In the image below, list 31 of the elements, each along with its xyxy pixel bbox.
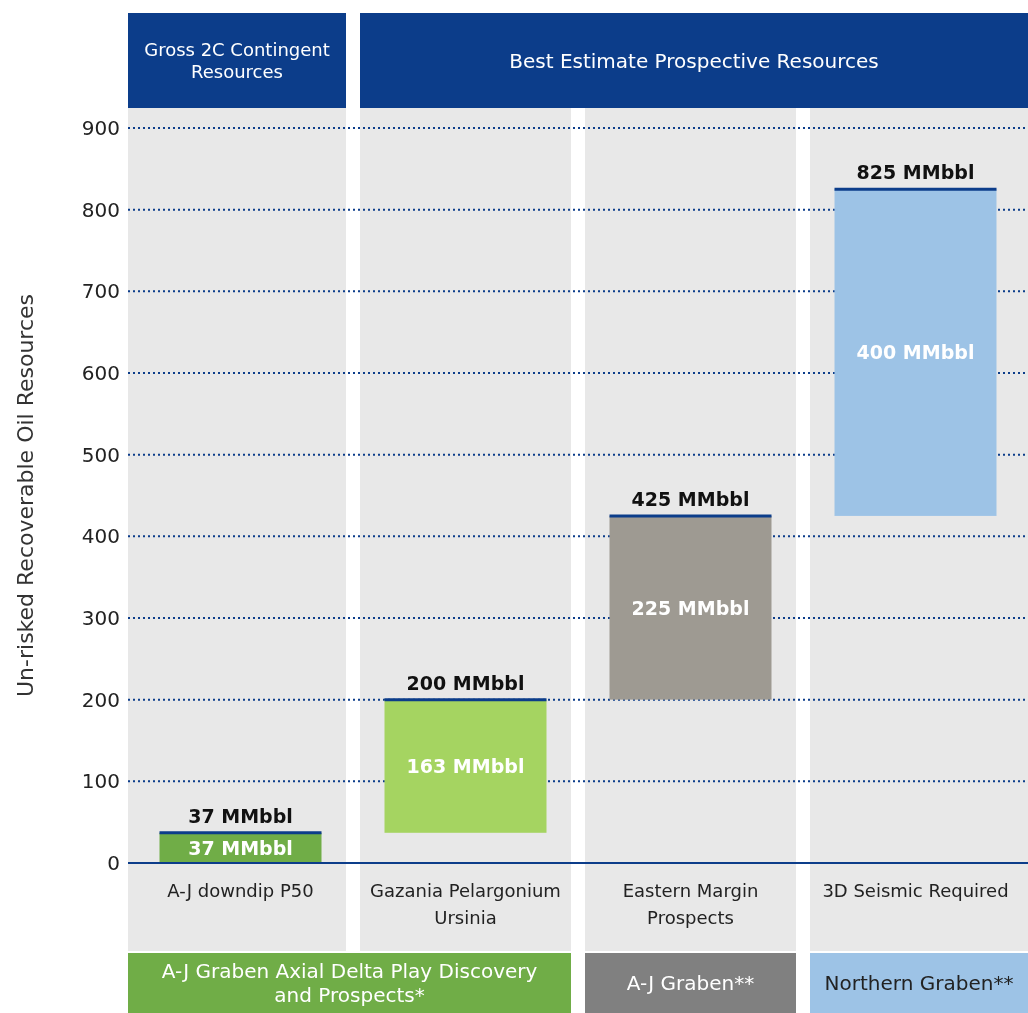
y-axis-title: Un-risked Recoverable Oil Resources <box>12 293 38 698</box>
bar <box>834 189 997 516</box>
y-tick-label: 0 <box>107 851 120 876</box>
y-tick-label: 700 <box>81 279 120 304</box>
data-label: 37 MMbbl <box>188 836 293 859</box>
text: Gross 2C Contingent Resources <box>128 13 346 108</box>
y-tick-label: 200 <box>81 687 120 712</box>
y-tick-label: 500 <box>81 442 120 467</box>
bar <box>384 699 547 833</box>
annotation: 37 MMbbl <box>188 804 293 827</box>
y-tick-label: 100 <box>81 769 120 794</box>
y-tick-label: 600 <box>81 361 120 386</box>
x-tick-label: Eastern Margin Prospects <box>621 879 760 930</box>
x-tick-label: 3D Seismic Required <box>821 879 1010 903</box>
annotation: 825 MMbbl <box>856 161 975 184</box>
annotation: 200 MMbbl <box>406 671 525 694</box>
x-tick-label: A-J downdip P50 <box>166 879 315 903</box>
data-label: 225 MMbbl <box>631 596 750 619</box>
y-tick-label: 900 <box>81 116 120 141</box>
data-label: 400 MMbbl <box>856 341 975 364</box>
y-tick-label: 800 <box>81 197 120 222</box>
bar <box>609 515 772 700</box>
x-tick-label: Gazania Pelargonium Ursinia <box>369 879 562 930</box>
y-tick-label: 400 <box>81 524 120 549</box>
text: Best Estimate Prospective Resources <box>360 13 1028 108</box>
data-label: 163 MMbbl <box>406 754 525 777</box>
y-tick-label: 300 <box>81 606 120 631</box>
text: A-J Graben Axial Delta Play Discovery and Prospects* <box>128 953 571 1013</box>
text: A-J Graben** <box>585 953 796 1013</box>
annotation: 425 MMbbl <box>631 487 750 510</box>
text: Northern Graben** <box>810 953 1028 1013</box>
